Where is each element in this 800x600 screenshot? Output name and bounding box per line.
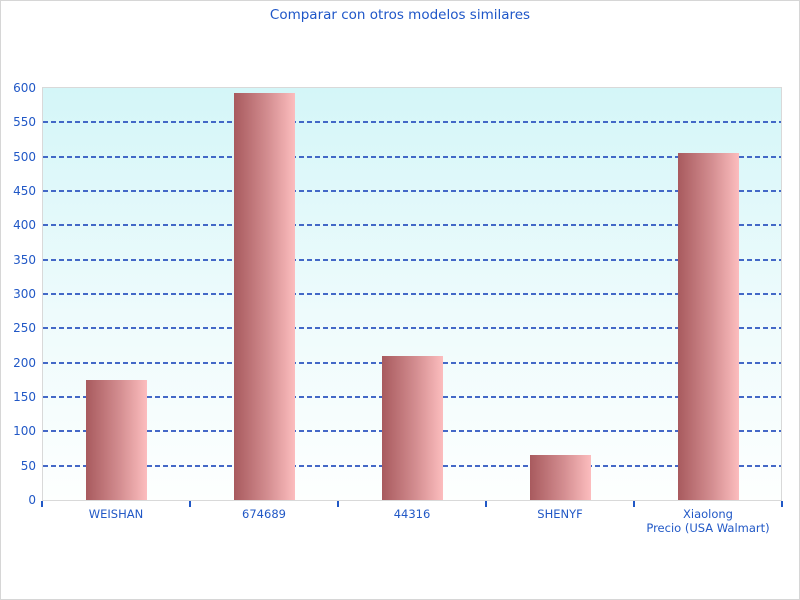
gridline — [43, 190, 781, 192]
bar — [529, 455, 591, 500]
x-tick — [485, 501, 487, 507]
y-tick-label: 250 — [13, 321, 36, 336]
x-tick-label: Xiaolong Precio (USA Walmart) — [646, 507, 770, 535]
x-tick-label: 674689 — [242, 507, 286, 521]
bar — [381, 356, 443, 500]
gridline — [43, 327, 781, 330]
gridline — [43, 258, 781, 261]
x-tick — [189, 501, 191, 507]
gridline — [43, 155, 781, 158]
y-tick-label: 0 — [28, 493, 36, 507]
x-tick — [337, 501, 339, 507]
y-tick-label: 200 — [13, 355, 36, 370]
bar — [677, 153, 739, 500]
x-tick-label: 44316 — [393, 507, 431, 521]
chart-title: Comparar con otros modelos similares — [269, 7, 531, 23]
x-tick — [41, 501, 43, 507]
bar — [233, 93, 295, 500]
gridline — [43, 121, 781, 124]
y-tick-label: 550 — [13, 115, 36, 130]
bar — [85, 380, 147, 500]
y-tick-label: 50 — [20, 458, 36, 473]
y-tick-label: 150 — [13, 390, 36, 404]
x-tick — [781, 501, 783, 507]
y-tick-label: 100 — [13, 424, 36, 439]
gridline — [43, 224, 781, 227]
y-tick-label: 350 — [13, 252, 36, 267]
y-tick-label: 600 — [13, 81, 36, 95]
gridline — [43, 293, 781, 295]
x-tick-label: WEISHAN — [88, 507, 144, 521]
y-tick-label: 300 — [13, 287, 36, 301]
x-tick-label: SHENYF — [537, 507, 583, 521]
y-tick-label: 450 — [13, 184, 36, 198]
y-tick-label: 400 — [13, 218, 36, 233]
y-tick-label: 500 — [13, 149, 36, 164]
plot-area — [42, 87, 782, 501]
x-tick — [633, 501, 635, 507]
